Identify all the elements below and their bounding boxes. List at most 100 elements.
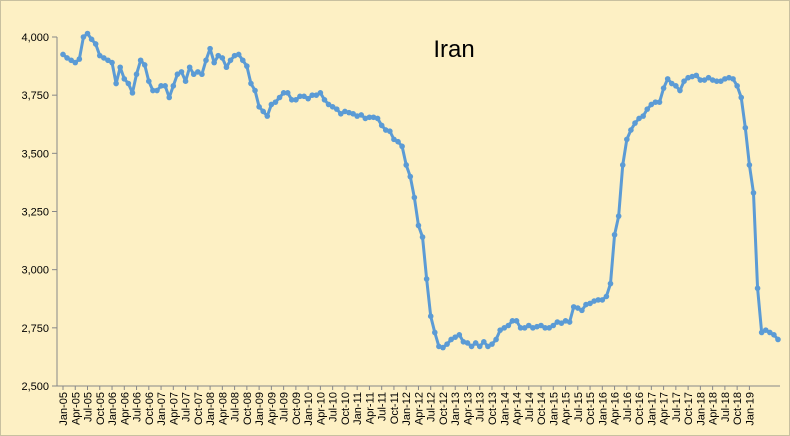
data-point [677, 87, 683, 94]
data-point [758, 329, 765, 336]
data-point [423, 276, 430, 282]
y-tick-label: 3,500 [21, 148, 49, 160]
x-tick-label: Apr-11 [364, 392, 376, 424]
data-point [329, 104, 336, 110]
data-point [632, 120, 638, 126]
data-point [399, 143, 405, 150]
x-tick-label: Jul-12 [426, 392, 438, 422]
data-point [244, 63, 250, 69]
data-point [154, 87, 160, 94]
data-point [427, 313, 434, 320]
data-point [96, 52, 103, 59]
x-tick-label: Jan-13 [450, 392, 462, 426]
x-tick-label: Jan-08 [205, 392, 217, 426]
x-tick-label: Jul-06 [132, 392, 144, 422]
data-point [105, 57, 111, 64]
data-point [407, 173, 414, 180]
x-tick-label: Jul-10 [328, 392, 340, 422]
x-tick-label: Oct-05 [95, 392, 107, 425]
x-tick-label: Oct-09 [291, 392, 303, 425]
data-point [64, 55, 70, 61]
data-point [158, 83, 164, 89]
data-point [378, 122, 385, 129]
data-point [505, 322, 512, 329]
data-point [76, 56, 83, 62]
data-point [395, 138, 401, 145]
data-point [558, 320, 565, 326]
data-point [513, 318, 520, 324]
data-point [742, 124, 749, 131]
x-tick-label: Jul-18 [720, 392, 732, 422]
x-tick-label: Apr-15 [561, 392, 573, 425]
y-tick-label: 3,000 [21, 265, 49, 277]
data-point [575, 305, 581, 311]
data-point [215, 52, 222, 59]
data-point [333, 106, 340, 112]
data-point [358, 112, 365, 118]
x-tick-label: Oct-18 [732, 392, 744, 425]
data-point [199, 71, 205, 78]
data-point [525, 322, 532, 329]
data-point [227, 57, 234, 64]
x-tick-label: Jul-17 [671, 392, 683, 422]
data-point [276, 94, 283, 101]
data-point [162, 83, 168, 89]
data-point [750, 190, 757, 196]
x-tick-label: Jan-10 [303, 392, 315, 426]
x-tick-label: Jan-15 [548, 392, 560, 426]
data-point [109, 59, 115, 66]
data-point [746, 162, 753, 168]
data-point [673, 83, 679, 89]
x-tick-label: Jan-11 [352, 392, 364, 425]
y-tick-label: 3,250 [21, 207, 49, 219]
x-tick-label: Jan-16 [597, 392, 609, 426]
data-point [170, 83, 177, 89]
data-point [656, 99, 663, 105]
data-point [150, 87, 156, 94]
data-point [190, 71, 197, 78]
chart-title: Iran [433, 36, 474, 63]
data-point [668, 80, 675, 87]
x-tick-label: Apr-05 [70, 392, 82, 425]
data-point [60, 51, 66, 58]
data-point [411, 194, 418, 201]
x-tick-label: Jan-17 [646, 392, 658, 426]
x-tick-label: Oct-10 [340, 392, 352, 425]
data-point [468, 343, 475, 350]
y-tick-label: 4,000 [21, 32, 49, 44]
x-tick-label: Apr-09 [266, 392, 278, 425]
data-point [485, 343, 491, 350]
data-point [338, 110, 344, 117]
data-point [644, 106, 651, 112]
data-point [178, 69, 185, 75]
data-point [432, 329, 438, 336]
x-tick-label: Jul-11 [377, 392, 389, 421]
data-point [607, 280, 614, 287]
data-point [566, 319, 573, 325]
data-point [309, 92, 316, 98]
data-point [305, 95, 311, 102]
data-point [705, 74, 712, 81]
data-point [640, 113, 646, 119]
data-point [738, 94, 745, 101]
data-point [497, 327, 503, 333]
x-tick-label: Jul-09 [279, 392, 291, 422]
data-point [611, 231, 618, 238]
data-point [652, 99, 659, 105]
x-tick-label: Jul-14 [524, 392, 536, 422]
x-tick-label: Apr-07 [168, 392, 180, 425]
x-tick-label: Jan-07 [156, 392, 168, 426]
data-point [599, 297, 606, 303]
data-point [68, 57, 74, 64]
data-point [297, 93, 303, 100]
y-tick-label: 2,750 [21, 323, 49, 335]
data-point [391, 136, 397, 143]
x-tick-label: Oct-17 [683, 392, 695, 425]
data-point [762, 327, 769, 333]
data-point [186, 64, 193, 71]
series-line [62, 32, 780, 350]
x-tick-label: Oct-16 [634, 392, 646, 425]
data-point [464, 340, 471, 346]
data-point [718, 78, 724, 85]
